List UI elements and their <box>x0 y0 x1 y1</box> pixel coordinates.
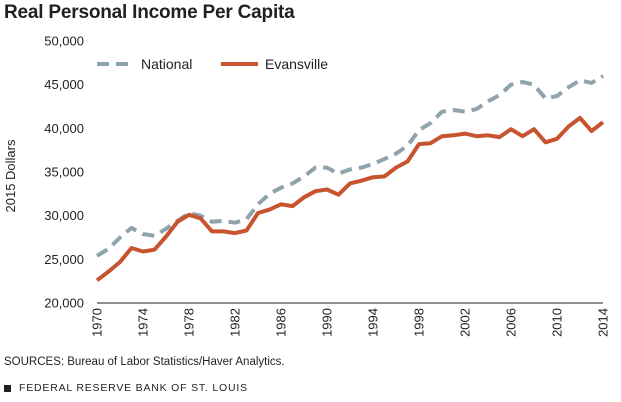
y-tick-label: 50,000 <box>44 34 84 49</box>
x-tick-label: 2002 <box>458 308 473 337</box>
x-tick-label: 1974 <box>136 308 151 337</box>
y-axis: 20,000 25,000 30,000 35,000 40,000 45,000 50,0… <box>44 34 84 311</box>
x-tick-label: 2010 <box>550 308 565 337</box>
y-tick-label: 30,000 <box>44 208 84 223</box>
y-tick-label: 20,000 <box>44 296 84 311</box>
x-tick-label: 1986 <box>274 308 289 337</box>
line-chart: 20,000 25,000 30,000 35,000 40,000 45,000 50,0… <box>3 34 611 337</box>
chart-title: Real Personal Income Per Capita <box>4 2 295 23</box>
x-tick-label: 1982 <box>228 308 243 337</box>
source-note: SOURCES: Bureau of Labor Statistics/Have… <box>4 356 285 368</box>
series-layer <box>95 74 605 282</box>
x-tick-label: 1994 <box>366 308 381 337</box>
legend: National Evansville <box>97 56 328 72</box>
y-tick-label: 35,000 <box>44 165 84 180</box>
x-tick-label: 2014 <box>596 308 611 337</box>
y-axis-label: 2015 Dollars <box>3 139 18 212</box>
x-tick-label: 1998 <box>412 308 427 337</box>
x-tick-label: 2006 <box>504 308 519 337</box>
x-tick-label: 1990 <box>320 308 335 337</box>
legend-label: National <box>141 56 192 72</box>
footer: FEDERAL RESERVE BANK OF ST. LOUIS <box>4 382 248 394</box>
x-tick-label: 1970 <box>90 308 105 337</box>
legend-label: Evansville <box>265 56 328 72</box>
y-tick-label: 45,000 <box>44 77 84 92</box>
x-tick-label: 1978 <box>182 308 197 337</box>
y-tick-label: 40,000 <box>44 121 84 136</box>
footer-text: FEDERAL RESERVE BANK OF ST. LOUIS <box>19 382 248 394</box>
square-icon <box>4 384 11 392</box>
x-axis: 1970 1974 1978 1982 1986 1990 1994 1998 2002 2006… <box>90 302 611 337</box>
series-line-evansville <box>95 115 605 282</box>
y-tick-label: 25,000 <box>44 252 84 267</box>
